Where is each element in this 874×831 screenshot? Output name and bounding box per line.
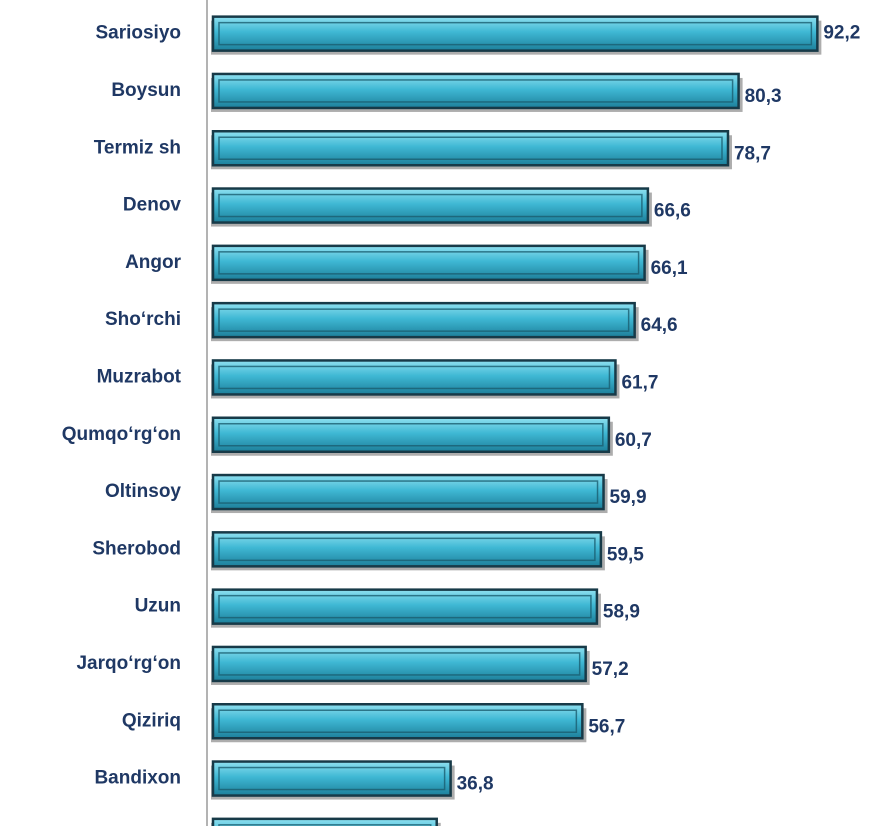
bar-bevel <box>218 709 578 733</box>
bar-bevel <box>218 652 581 676</box>
bar <box>211 359 617 396</box>
y-tick-label: Sho‘rchi <box>105 309 181 330</box>
y-tick-label: Muzrabot <box>97 366 182 387</box>
value-label: 61,7 <box>621 372 658 393</box>
value-label: 92,2 <box>823 23 860 44</box>
bar-bevel <box>218 365 611 390</box>
value-label: 36,8 <box>457 774 494 795</box>
bar <box>211 187 650 224</box>
value-label: 66,1 <box>651 258 688 279</box>
y-tick-label: Qumqo‘rg‘on <box>62 424 181 445</box>
bar-bevel <box>218 308 630 332</box>
bar <box>211 588 599 625</box>
y-tick-label: Angor <box>125 252 182 273</box>
y-tick-label: Jarqo‘rg‘on <box>76 653 181 674</box>
value-label: 57,2 <box>592 659 629 680</box>
y-tick-label: Denov <box>123 195 182 216</box>
y-tick-label: Bandixon <box>94 768 181 789</box>
bar <box>211 244 646 282</box>
bar <box>211 72 740 110</box>
y-tick-label: Boysun <box>111 80 181 101</box>
bar-bevel <box>218 193 643 218</box>
bar-bevel <box>218 766 446 791</box>
bar-bevel <box>218 480 599 504</box>
bar <box>211 645 587 683</box>
bar <box>211 531 603 568</box>
value-label: 58,9 <box>603 602 640 623</box>
bar <box>211 760 452 797</box>
bar <box>211 703 584 740</box>
bar-bevel <box>218 21 813 46</box>
bar-bevel <box>218 824 432 831</box>
y-tick-label: Oltinsoy <box>105 481 181 502</box>
bar <box>211 130 730 167</box>
value-label: 56,7 <box>588 716 625 737</box>
value-label: 80,3 <box>745 86 782 107</box>
value-label: 78,7 <box>734 143 771 164</box>
bar-bevel <box>218 594 592 619</box>
bar <box>211 15 819 52</box>
bar-bevel <box>218 251 640 275</box>
bar-bevel <box>218 423 604 447</box>
bar <box>211 301 636 339</box>
y-tick-label: Sherobod <box>92 538 181 559</box>
y-tick-label: Uzun <box>135 596 181 617</box>
bar <box>211 416 611 453</box>
y-tick-label: Qiziriq <box>122 710 181 731</box>
y-tick-label: Termiz sh <box>94 137 181 158</box>
value-label: 59,9 <box>610 487 647 508</box>
value-label: 59,5 <box>607 544 644 565</box>
value-label: 66,6 <box>654 201 691 222</box>
bar <box>211 473 605 511</box>
bar-bevel <box>218 79 734 103</box>
y-tick-label: Sariosiyo <box>95 23 181 44</box>
value-label: 64,6 <box>641 315 678 336</box>
value-label: 60,7 <box>615 430 652 451</box>
bar-bevel <box>218 537 596 562</box>
bar-bevel <box>218 136 723 160</box>
